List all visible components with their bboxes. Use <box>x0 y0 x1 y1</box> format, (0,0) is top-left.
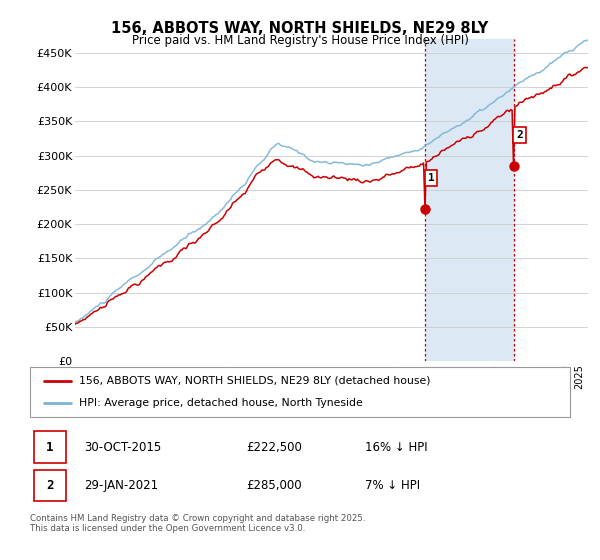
Text: 156, ABBOTS WAY, NORTH SHIELDS, NE29 8LY: 156, ABBOTS WAY, NORTH SHIELDS, NE29 8LY <box>112 21 488 36</box>
Text: 30-OCT-2015: 30-OCT-2015 <box>84 441 161 454</box>
FancyBboxPatch shape <box>34 470 65 501</box>
Text: 2: 2 <box>516 130 523 140</box>
Text: 16% ↓ HPI: 16% ↓ HPI <box>365 441 427 454</box>
FancyBboxPatch shape <box>30 367 570 417</box>
Text: HPI: Average price, detached house, North Tyneside: HPI: Average price, detached house, Nort… <box>79 398 362 408</box>
Text: Price paid vs. HM Land Registry's House Price Index (HPI): Price paid vs. HM Land Registry's House … <box>131 34 469 46</box>
Text: 7% ↓ HPI: 7% ↓ HPI <box>365 479 420 492</box>
Text: £222,500: £222,500 <box>246 441 302 454</box>
Text: 1: 1 <box>428 172 434 183</box>
Text: Contains HM Land Registry data © Crown copyright and database right 2025.
This d: Contains HM Land Registry data © Crown c… <box>30 514 365 534</box>
FancyBboxPatch shape <box>34 432 65 463</box>
Text: 1: 1 <box>46 441 54 454</box>
Text: 29-JAN-2021: 29-JAN-2021 <box>84 479 158 492</box>
Bar <box>425 39 514 361</box>
Text: 156, ABBOTS WAY, NORTH SHIELDS, NE29 8LY (detached house): 156, ABBOTS WAY, NORTH SHIELDS, NE29 8LY… <box>79 376 430 386</box>
Text: 2: 2 <box>46 479 54 492</box>
Text: £285,000: £285,000 <box>246 479 302 492</box>
